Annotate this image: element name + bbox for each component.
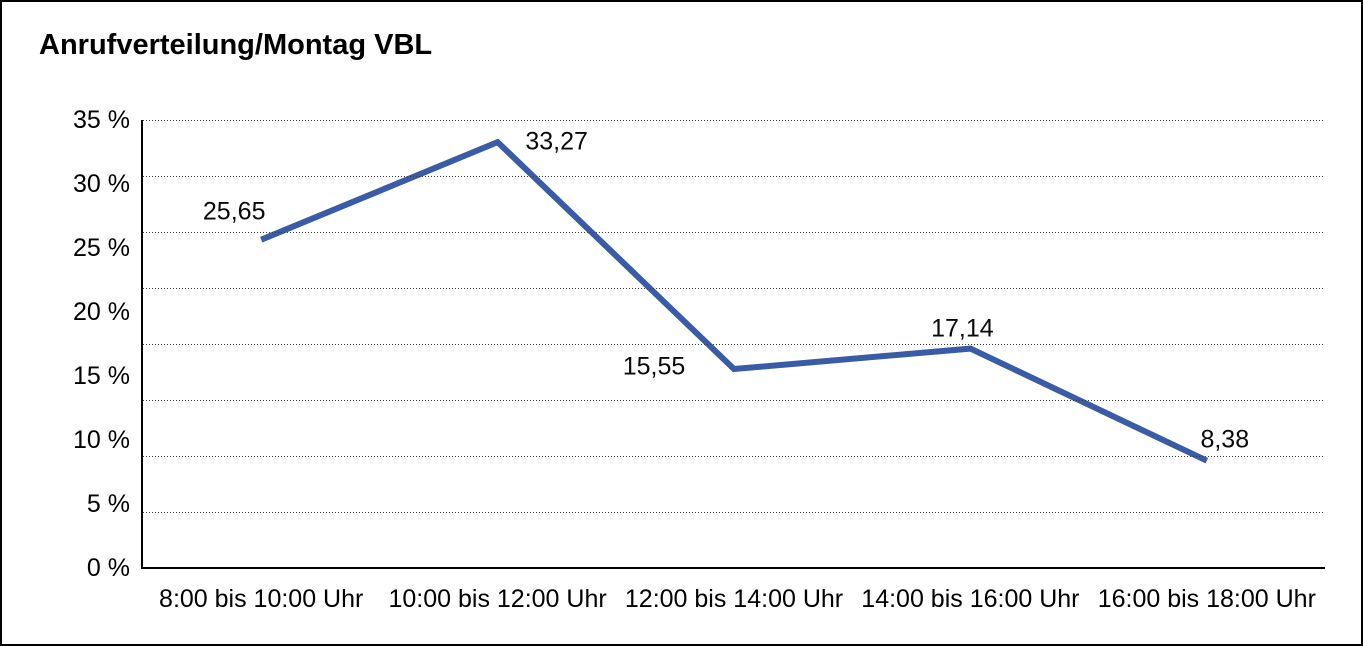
chart-title: Anrufverteilung/Montag VBL [39,29,433,61]
x-axis-category-label: 16:00 bis 18:00 Uhr [1097,585,1316,613]
x-axis-category-label: 14:00 bis 16:00 Uhr [861,585,1080,613]
y-axis-tick-label: 5 % [86,490,130,518]
x-axis-category-label: 12:00 bis 14:00 Uhr [624,585,844,613]
gridline [143,400,1325,401]
y-axis-line [141,120,143,569]
y-axis-tick-label: 35 % [73,106,130,134]
y-axis-tick-label: 10 % [73,426,130,454]
gridline [143,176,1325,177]
data-point-label: 15,55 [622,352,686,381]
x-axis-line [141,567,1325,569]
x-axis-category-label: 8:00 bis 10:00 Uhr [159,585,364,613]
gridline [143,512,1325,513]
gridline [143,232,1325,233]
gridline [143,288,1325,289]
y-axis-tick-label: 25 % [73,234,130,262]
data-point-label: 8,38 [1200,425,1250,454]
y-axis-tick-label: 20 % [73,298,130,326]
y-axis-tick-label: 15 % [73,362,130,390]
y-axis-tick-label: 0 % [86,554,130,582]
data-point-label: 17,14 [931,314,994,343]
data-point-label: 25,65 [202,197,266,226]
gridline [143,456,1325,457]
x-axis-category-label: 10:00 bis 12:00 Uhr [388,585,607,613]
gridline [143,120,1325,121]
y-axis-tick-label: 30 % [73,170,130,198]
gridline [143,344,1325,345]
data-point-label: 33,27 [525,127,588,156]
data-line [260,138,1209,464]
